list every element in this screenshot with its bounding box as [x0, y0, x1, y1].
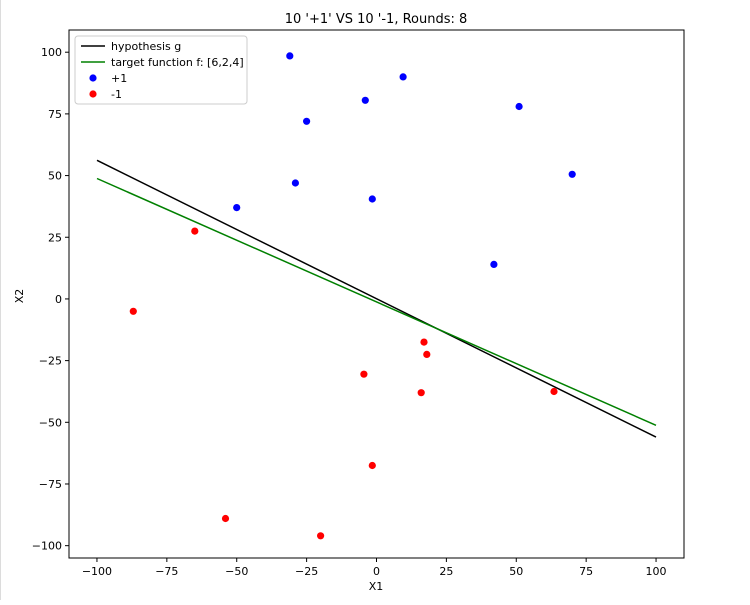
plot-area	[69, 30, 684, 558]
point-plus1-3	[361, 96, 369, 104]
point-minus1-8	[368, 461, 376, 470]
y-tick-label: −50	[39, 416, 62, 429]
point-minus1-5	[360, 370, 368, 378]
y-tick-label: 50	[48, 170, 62, 183]
y-tick-label: −25	[39, 355, 62, 368]
y-tick-label: −75	[39, 478, 62, 491]
y-tick-label: −100	[32, 540, 62, 553]
x-tick-label: 25	[439, 565, 453, 578]
chart-title: 10 '+1' VS 10 '-1, Rounds: 8	[285, 12, 468, 27]
point-plus1-10	[490, 260, 498, 268]
y-tick-label: 0	[55, 293, 62, 306]
legend: hypothesis g target function f: [6,2,4] +1…	[74, 35, 248, 105]
point-plus1-6	[568, 170, 576, 178]
x-tick-label: −75	[155, 565, 178, 578]
point-minus1-6	[417, 389, 425, 397]
legend-marker-swatch	[89, 90, 97, 98]
x-tick-label: 75	[579, 565, 593, 578]
y-tick-label: 25	[48, 231, 62, 244]
point-plus1-4	[515, 102, 523, 111]
y-tick-label: 100	[41, 46, 62, 59]
y-axis: −100 −75 −50 −25 0 25 50 75 100	[32, 46, 69, 553]
line-series-1	[96, 159, 657, 438]
legend-label: +1	[111, 72, 127, 85]
legend-marker-swatch	[89, 74, 97, 82]
point-minus1-3	[420, 338, 428, 346]
x-tick-label: 50	[509, 565, 523, 578]
legend-box	[74, 35, 248, 105]
point-plus1-8	[368, 195, 376, 203]
point-minus1-1	[191, 227, 199, 235]
point-plus1-2	[399, 73, 407, 81]
lines-layer	[96, 159, 657, 438]
point-minus1-2	[129, 307, 137, 315]
x-axis-label: X1	[369, 580, 384, 593]
x-axis: −100 −75 −50 −25 0 25 50 75 100	[82, 558, 667, 578]
y-tick-label: 75	[48, 108, 62, 121]
point-plus1-7	[291, 179, 299, 187]
point-plus1-1	[286, 52, 294, 60]
legend-label: target function f: [6,2,4]	[111, 56, 244, 69]
y-axis-label: X2	[13, 289, 26, 304]
legend-label: -1	[111, 88, 122, 101]
point-plus1-5	[303, 117, 311, 125]
x-tick-label: −25	[295, 565, 318, 578]
line-series-2	[96, 177, 657, 426]
x-tick-label: −100	[82, 565, 112, 578]
point-minus1-7	[550, 387, 558, 396]
legend-label: hypothesis g	[111, 40, 181, 53]
points-layer	[129, 52, 576, 540]
x-tick-label: 100	[646, 565, 667, 578]
x-tick-label: −50	[225, 565, 248, 578]
point-plus1-9	[233, 204, 241, 212]
point-minus1-9	[221, 514, 230, 523]
point-minus1-4	[423, 350, 431, 358]
x-tick-label: 0	[373, 565, 380, 578]
point-minus1-10	[317, 532, 325, 540]
